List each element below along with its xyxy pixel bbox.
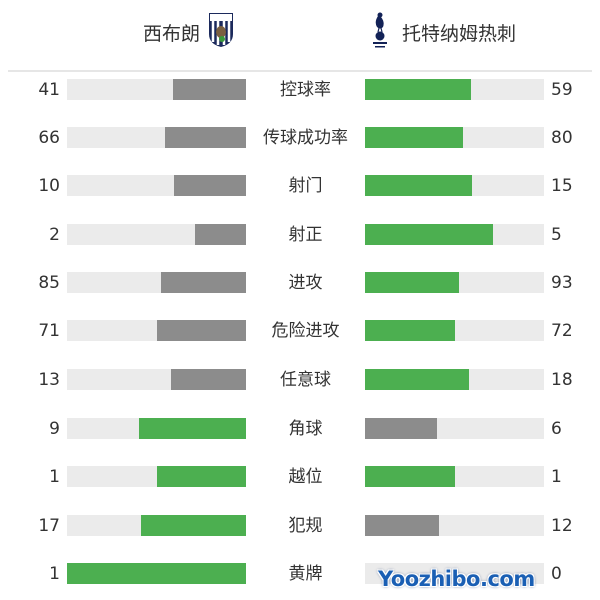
- away-bar-fill: [365, 272, 459, 293]
- home-bar: [67, 320, 246, 341]
- away-bar: [365, 175, 544, 196]
- away-bar: [365, 272, 544, 293]
- home-bar-fill: [165, 127, 246, 148]
- stat-row: 85 进攻 93: [0, 272, 600, 294]
- away-value: 5: [551, 225, 562, 245]
- tottenham-logo-icon: [370, 10, 390, 55]
- home-bar: [67, 369, 246, 390]
- stat-label: 任意球: [280, 370, 331, 390]
- away-value: 15: [551, 176, 573, 196]
- stat-row: 9 角球 6: [0, 418, 600, 440]
- away-bar: [365, 79, 544, 100]
- home-bar-fill: [156, 466, 246, 487]
- away-bar-fill: [365, 224, 493, 245]
- away-value: 80: [551, 128, 573, 148]
- home-bar-fill: [170, 369, 246, 390]
- home-value: 41: [38, 80, 60, 100]
- away-bar: [365, 320, 544, 341]
- stat-label: 角球: [288, 419, 323, 439]
- header-divider: [8, 70, 592, 72]
- away-bar: [365, 418, 544, 439]
- home-value: 9: [49, 419, 60, 439]
- away-bar: [365, 563, 544, 584]
- away-value: 1: [551, 467, 562, 487]
- home-bar: [67, 272, 246, 293]
- stat-label: 进攻: [288, 273, 323, 293]
- home-value: 13: [38, 370, 60, 390]
- home-value: 1: [49, 467, 60, 487]
- home-value: 85: [38, 273, 60, 293]
- home-value: 71: [38, 321, 60, 341]
- away-bar-fill: [365, 79, 471, 100]
- away-bar: [365, 369, 544, 390]
- away-value: 6: [551, 419, 562, 439]
- home-team-name: 西布朗: [143, 22, 201, 45]
- stat-row: 1 越位 1: [0, 466, 600, 488]
- stat-label: 越位: [288, 467, 323, 487]
- stat-label: 犯规: [288, 516, 323, 536]
- away-bar-fill: [365, 515, 440, 536]
- away-bar-fill: [365, 466, 455, 487]
- home-bar: [67, 563, 246, 584]
- home-value: 66: [38, 128, 60, 148]
- stat-label: 危险进攻: [271, 321, 340, 341]
- home-bar: [67, 175, 246, 196]
- home-bar-fill: [138, 418, 246, 439]
- home-value: 17: [38, 516, 60, 536]
- west-brom-logo-icon: [208, 12, 234, 53]
- stat-label: 黄牌: [288, 564, 323, 584]
- away-value: 59: [551, 80, 573, 100]
- home-value: 1: [49, 564, 60, 584]
- home-bar: [67, 224, 246, 245]
- away-bar-fill: [365, 127, 464, 148]
- away-team-name: 托特纳姆热刺: [402, 22, 517, 45]
- away-bar-fill: [365, 175, 473, 196]
- home-bar: [67, 466, 246, 487]
- watermark: Yoozhibo.com: [378, 567, 535, 591]
- stat-label: 控球率: [280, 80, 331, 100]
- stat-row: 2 射正 5: [0, 224, 600, 246]
- home-value: 10: [38, 176, 60, 196]
- home-bar-fill: [160, 272, 246, 293]
- away-bar: [365, 127, 544, 148]
- home-bar-fill: [172, 79, 246, 100]
- away-value: 72: [551, 321, 573, 341]
- away-bar: [365, 224, 544, 245]
- home-team: 西布朗: [143, 12, 234, 53]
- away-team: 托特纳姆热刺: [370, 12, 517, 50]
- stat-row: 66 传球成功率 80: [0, 127, 600, 149]
- home-bar: [67, 515, 246, 536]
- home-bar-fill: [194, 224, 246, 245]
- home-bar: [67, 79, 246, 100]
- stat-label: 射门: [288, 176, 323, 196]
- stat-row: 71 危险进攻 72: [0, 320, 600, 342]
- stat-row: 1 黄牌 0: [0, 563, 600, 585]
- away-value: 0: [551, 564, 562, 584]
- stat-row: 13 任意球 18: [0, 369, 600, 391]
- home-value: 2: [49, 225, 60, 245]
- home-bar-fill: [174, 175, 246, 196]
- away-value: 18: [551, 370, 573, 390]
- away-bar: [365, 515, 544, 536]
- stat-row: 41 控球率 59: [0, 79, 600, 101]
- away-bar-fill: [365, 320, 456, 341]
- away-value: 93: [551, 273, 573, 293]
- home-bar-fill: [141, 515, 246, 536]
- stat-row: 10 射门 15: [0, 175, 600, 197]
- away-bar-fill: [365, 369, 469, 390]
- stat-label: 传球成功率: [263, 128, 348, 148]
- away-value: 12: [551, 516, 573, 536]
- home-bar: [67, 127, 246, 148]
- stat-row: 17 犯规 12: [0, 515, 600, 537]
- stat-label: 射正: [288, 225, 323, 245]
- home-bar: [67, 418, 246, 439]
- away-bar-fill: [365, 418, 437, 439]
- home-bar-fill: [67, 563, 246, 584]
- away-bar: [365, 466, 544, 487]
- home-bar-fill: [157, 320, 246, 341]
